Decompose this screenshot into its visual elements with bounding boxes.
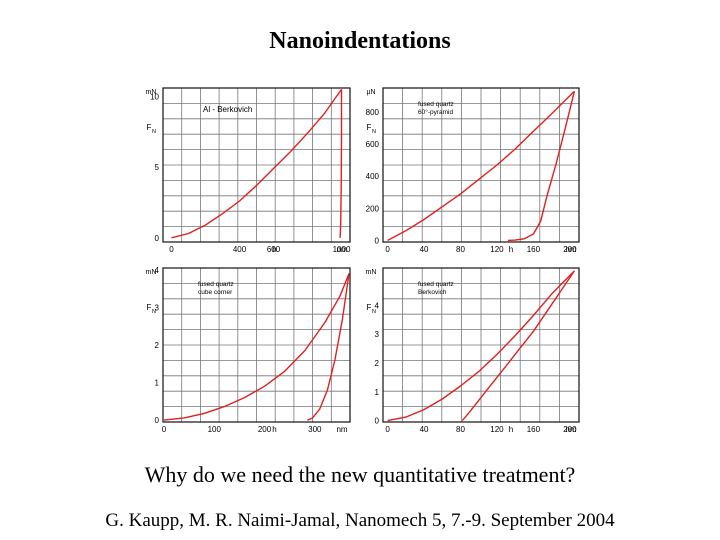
panel-2-y-tick-label: 800 <box>366 108 380 117</box>
panel-2-x-tick-label: 160 <box>527 245 541 254</box>
slide-question: Why do we need the new quantitative trea… <box>144 462 576 487</box>
panel-3-x-tick-label: 200 <box>258 425 272 434</box>
panel-1-x-tick-label: 1000 <box>333 245 351 254</box>
panel-3-x-tick-label: 0 <box>162 425 167 434</box>
panel-4-annotation: Berkovich <box>418 289 447 296</box>
panel-3-y-tick-label: 0 <box>155 416 160 425</box>
panel-4-y-tick-label: 1 <box>375 388 380 397</box>
panel-2-annotation: 60°-pyramid <box>418 108 453 116</box>
panel-2-x-symbol: h <box>509 245 513 254</box>
panel-1-frame <box>162 87 351 243</box>
panel-1-loading-curve <box>171 88 343 239</box>
panel-3-y-unit: mN <box>146 269 157 276</box>
panel-4-x-tick-label: 80 <box>456 425 465 434</box>
panel-2-y-tick-label: 600 <box>366 140 380 149</box>
panel-2-y-tick-label: 400 <box>366 172 380 181</box>
panel-1-unloading-curve <box>339 89 343 238</box>
panel-4-y-tick-label: 2 <box>375 359 380 368</box>
panel-3-x-tick-label: 100 <box>208 425 222 434</box>
panel-2-x-unit: nm <box>565 245 576 254</box>
panel-1-x-symbol: h <box>272 245 276 254</box>
panel-2-y-unit: µN <box>366 89 375 96</box>
panel-2-x-tick-label: 120 <box>490 245 504 254</box>
panel-4-y-tick-label: 4 <box>375 301 380 310</box>
panel-3-annotation: cube corner <box>198 289 233 296</box>
panel-1-x-unit: nm <box>336 245 347 254</box>
panel-1-y-subscript: N <box>152 129 156 135</box>
panel-2-frame <box>382 87 580 243</box>
panel-3-unloading-curve <box>307 273 350 421</box>
panel-2-unloading-curve <box>507 91 576 242</box>
panel-2-y-tick-label: 0 <box>375 236 380 245</box>
panel-2-loading-curve <box>387 90 575 242</box>
panel-3-y-tick-label: 1 <box>155 379 160 388</box>
panel-1-y-symbol: F <box>147 123 152 132</box>
panel-1-x-tick-label: 600 <box>267 245 281 254</box>
panel-1-y-tick-label: 10 <box>150 92 159 101</box>
panel-2-annotation: fused quartz <box>418 101 454 108</box>
panel-4-y-tick-label: 3 <box>375 330 380 339</box>
panel-1-y-tick-label: 5 <box>155 163 160 172</box>
panel-2-y-subscript: N <box>372 129 376 135</box>
panel-2-x-tick-label: 80 <box>456 245 465 254</box>
panel-2-x-tick-label: 40 <box>420 245 429 254</box>
panel-3-y-tick-label: 2 <box>155 341 160 350</box>
panel-3-frame <box>162 267 351 423</box>
panel-4-unloading-curve <box>461 270 575 422</box>
panel-1-y-unit: mN <box>146 89 157 96</box>
panel-2-y-symbol: F <box>367 123 372 132</box>
panel-4-annotation: fused quartz <box>418 281 454 288</box>
panel-4-frame <box>382 267 580 423</box>
panel-4-y-subscript: N <box>372 309 376 315</box>
panel-4-x-tick-label: 120 <box>490 425 504 434</box>
panel-3-x-tick-label: 300 <box>308 425 322 434</box>
panel-3-y-tick-label: 3 <box>155 303 160 312</box>
nanoindentation-figure: 0 400 600 1000 0 5 10 h nm mN F N Al - Berkovich 0 40 8… <box>138 80 590 445</box>
panel-2-y-tick-label: 200 <box>366 204 380 213</box>
panel-4-x-tick-label: 200 <box>563 425 577 434</box>
panel-4-loading-curve <box>387 270 575 422</box>
panel-1-x-tick-label: 0 <box>169 245 174 254</box>
panel-1-annotation: Al - Berkovich <box>203 105 252 114</box>
panel-1-x-tick-label: 400 <box>233 245 247 254</box>
panel-3-x-symbol: h <box>272 425 276 434</box>
panel-3-y-symbol: F <box>147 303 152 312</box>
slide-title: Nanoindentations <box>269 28 451 54</box>
panel-2-x-tick-label: 200 <box>563 245 577 254</box>
panel-4-y-unit: mN <box>366 269 377 276</box>
panel-3-x-unit: nm <box>336 425 347 434</box>
panel-4-x-tick-label: 0 <box>385 425 390 434</box>
panel-3-loading-curve <box>163 273 350 421</box>
panel-4-y-symbol: F <box>367 303 372 312</box>
panel-1-y-tick-label: 0 <box>155 234 160 243</box>
panel-2-x-tick-label: 0 <box>385 245 390 254</box>
panel-4-y-tick-label: 0 <box>375 417 380 426</box>
slide-citation: G. Kaupp, M. R. Naimi-Jamal, Nanomech 5,… <box>105 510 615 531</box>
panel-4-x-tick-label: 160 <box>527 425 541 434</box>
panel-3-y-subscript: N <box>152 309 156 315</box>
panel-3-y-tick-label: 4 <box>155 266 160 275</box>
panel-4-x-unit: nm <box>565 425 576 434</box>
panel-4-x-tick-label: 40 <box>420 425 429 434</box>
panel-4-x-symbol: h <box>509 425 513 434</box>
panel-3-annotation: fused quartz <box>198 281 234 288</box>
